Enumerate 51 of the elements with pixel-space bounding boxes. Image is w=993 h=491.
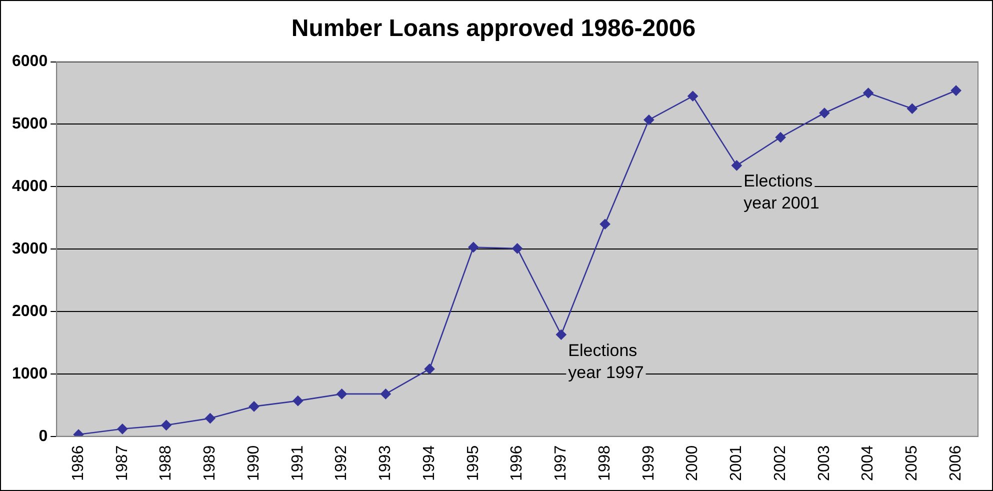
point xyxy=(600,218,610,230)
x-tick-label: 1991 xyxy=(289,445,306,481)
y-tick-label: 5000 xyxy=(12,116,48,133)
y-tick-label: 0 xyxy=(38,428,48,445)
x-tick-label: 2000 xyxy=(684,445,702,481)
point xyxy=(732,160,742,171)
x-tick-label: 1998 xyxy=(596,445,614,481)
x-tick-label: 1992 xyxy=(333,445,350,481)
x-tick-label: 1999 xyxy=(640,445,658,481)
point xyxy=(292,396,304,406)
point xyxy=(205,413,216,424)
x-tick-label: 1986 xyxy=(70,445,87,481)
x-tick-label: 1988 xyxy=(158,445,175,481)
chart-title: Number Loans approved 1986-2006 xyxy=(291,15,696,42)
point xyxy=(380,388,391,400)
annotation: Elections year 1997 xyxy=(568,340,644,382)
x-tick-label: 2003 xyxy=(816,445,833,481)
x-tick-label: 1989 xyxy=(202,445,219,481)
point xyxy=(907,103,918,114)
x-tick-label: 1994 xyxy=(420,445,438,481)
point xyxy=(424,364,435,374)
point xyxy=(117,424,128,434)
x-tick-label: 1996 xyxy=(508,445,526,481)
x-tick-label: 1990 xyxy=(245,445,262,481)
point xyxy=(819,108,830,118)
point xyxy=(556,329,566,340)
point xyxy=(644,114,654,126)
x-tick-label: 2005 xyxy=(904,445,921,481)
x-tick-label: 1993 xyxy=(377,445,394,481)
x-tick-label: 2004 xyxy=(860,445,877,481)
point xyxy=(512,243,522,254)
point xyxy=(950,85,962,96)
point xyxy=(161,420,172,430)
x-tick-label: 1997 xyxy=(552,445,570,481)
x-tick-label: 2002 xyxy=(772,445,789,481)
x-tick-label: 2006 xyxy=(947,445,964,481)
x-tick-label: 1987 xyxy=(114,445,131,481)
point xyxy=(688,90,698,102)
x-tick-label: 1995 xyxy=(464,445,482,481)
y-tick-label: 3000 xyxy=(12,240,48,258)
y-tick-label: 1000 xyxy=(12,365,48,382)
y-tick-label: 6000 xyxy=(12,53,48,70)
annotation: Elections year 2001 xyxy=(744,172,820,213)
y-tick-label: 4000 xyxy=(12,178,48,196)
point xyxy=(468,242,479,252)
point xyxy=(775,132,786,142)
x-tick-label: 2001 xyxy=(728,445,746,481)
y-tick-label: 2000 xyxy=(12,302,48,320)
point xyxy=(248,401,260,412)
point xyxy=(336,388,347,400)
point xyxy=(863,88,874,98)
